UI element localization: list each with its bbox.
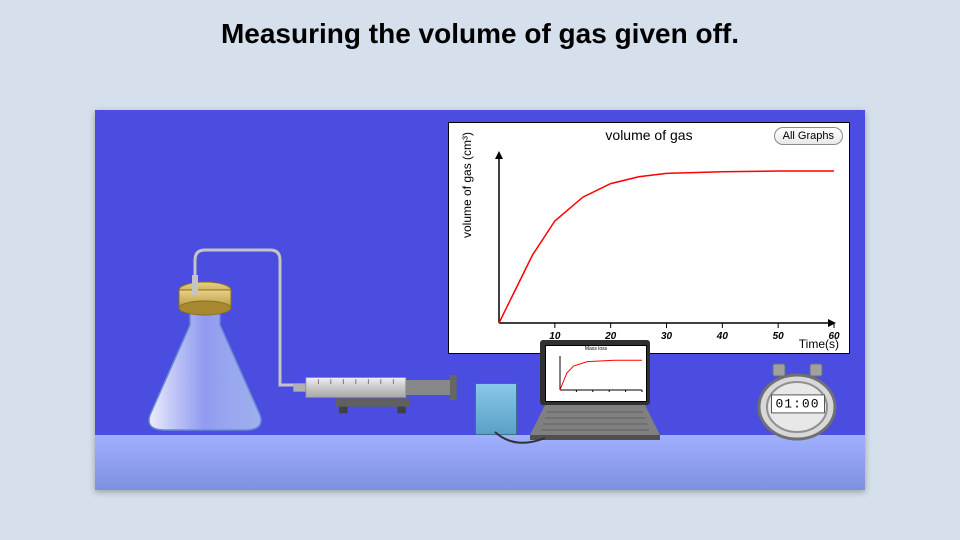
- scene: volume of gas All Graphs 102030405060 vo…: [95, 110, 865, 490]
- laptop-chart: [546, 352, 646, 400]
- page-title: Measuring the volume of gas given off.: [0, 18, 960, 50]
- chart-ylabel: volume of gas (cm³): [460, 132, 474, 238]
- svg-text:50: 50: [773, 331, 785, 342]
- laptop: Mass loss: [525, 340, 665, 440]
- gas-syringe: [275, 365, 495, 415]
- bench: [95, 435, 865, 490]
- laptop-screen: Mass loss: [545, 345, 647, 402]
- svg-text:40: 40: [716, 331, 729, 342]
- chart-canvas: 102030405060: [449, 123, 849, 353]
- stopwatch: 01:00: [755, 362, 840, 442]
- conical-flask: [135, 265, 275, 435]
- interface-box: [475, 383, 517, 435]
- volume-chart: volume of gas All Graphs 102030405060 vo…: [448, 122, 850, 354]
- stopwatch-display: 01:00: [770, 394, 824, 413]
- chart-xlabel: Time(s): [799, 337, 839, 351]
